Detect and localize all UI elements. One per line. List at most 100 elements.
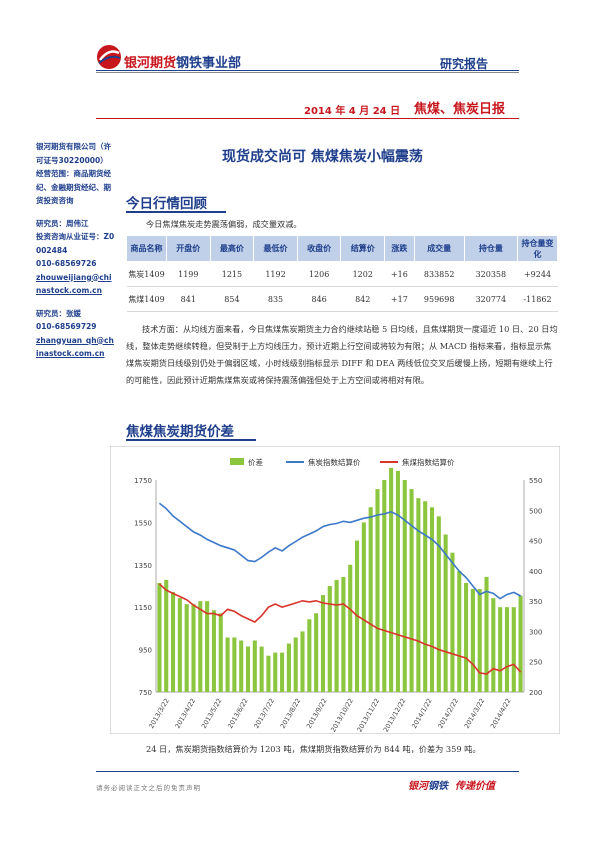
section-title-review: 今日行情回顾 [126, 196, 207, 212]
table-cell: 959698 [414, 286, 465, 312]
table-cell: 1206 [297, 261, 341, 287]
spread-bar [361, 522, 366, 692]
legend-swatch [230, 458, 244, 465]
spread-bar [457, 570, 462, 692]
table-cell: 焦煤1409 [126, 286, 167, 312]
sidebar-cert-1: 投资咨询从业证号：Z0002484 [36, 232, 115, 255]
table-header-cell: 商品名称 [126, 235, 167, 262]
company-name: 银河期货钢铁事业部 [124, 52, 241, 71]
spread-bar [491, 598, 496, 692]
legend-label: 价差 [248, 457, 263, 467]
spread-bar [423, 501, 428, 692]
spread-bar [409, 489, 414, 692]
left-axis-tick-label: 1150 [134, 604, 152, 612]
chart-axes: 1750 1550 1350 1150 950 750 550 500 450 400 350 300… [134, 477, 542, 697]
spread-bar [218, 613, 223, 692]
spread-bar [232, 637, 237, 692]
report-name: 焦煤、焦炭日报 [414, 102, 506, 117]
spread-bar [252, 640, 257, 692]
spread-bar [191, 604, 196, 692]
table-cell: 1199 [166, 261, 211, 287]
table-cell: 1215 [210, 261, 254, 287]
coal-price-line [158, 583, 522, 675]
right-axis-tick-label: 350 [529, 598, 542, 606]
sidebar-analyst-1: 研究员：周伟江 [36, 218, 89, 228]
spread-chart: 价差 焦炭指数结算价 焦煤指数结算价 1750 1550 1350 1150 950 750 5… [110, 446, 560, 734]
sidebar-email-1[interactable]: zhouweijiang@chinastock.com.cn [36, 272, 112, 296]
table-header-cell: 持仓量 [463, 235, 519, 262]
right-axis-tick-label: 200 [529, 689, 542, 697]
table-row: 焦煤1409 841 854 835 846 842 +17 959698 32… [126, 286, 558, 312]
chart-legend: 价差 焦炭指数结算价 焦煤指数结算价 [230, 457, 455, 467]
right-axis-tick-label: 550 [529, 477, 542, 485]
slogan-blue: 钢铁 [428, 781, 448, 792]
table-cell: 842 [340, 286, 385, 312]
spread-bar [504, 607, 510, 692]
spread-bar [429, 507, 435, 692]
spread-bar [280, 652, 285, 692]
table-cell: +9244 [517, 261, 558, 287]
spread-bar [164, 579, 169, 692]
spread-bar [327, 586, 332, 692]
right-axis-tick-label: 400 [529, 568, 542, 576]
table-cell: 854 [210, 286, 254, 312]
sidebar-company: 银河期货有限公司（许可证号30220000） [36, 142, 111, 165]
sidebar-email-2[interactable]: zhangyuan_qh@chinastock.com.cn [36, 335, 114, 359]
right-axis-tick-label: 450 [529, 538, 542, 546]
spread-bar [395, 470, 400, 692]
header-divider-thin [96, 72, 519, 73]
table-cell: 320358 [464, 261, 518, 287]
table-cell: -11862 [517, 286, 558, 312]
slogan-red: 银河 [408, 781, 428, 792]
coke-price-line [158, 502, 521, 600]
table-cell: 846 [297, 286, 341, 312]
spread-bar [470, 589, 475, 692]
company-name-blue: 钢铁事业部 [176, 56, 242, 71]
spread-bar [443, 534, 448, 692]
left-axis-tick-label: 1350 [134, 562, 152, 570]
table-row: 焦炭1409 1199 1215 1192 1206 1202 +16 8338… [126, 261, 558, 287]
right-axis-tick-label: 500 [529, 507, 542, 515]
technical-analysis-text: 技术方面：从均线方面来看，今日焦煤焦炭期货主力合约继续站稳 5 日均线，且焦煤期… [126, 324, 558, 385]
left-axis-tick-label: 750 [139, 689, 152, 697]
spread-bar [511, 607, 516, 692]
spread-bar [389, 467, 394, 692]
table-cell: 320774 [464, 286, 518, 312]
slogan-rest: 传递价值 [454, 781, 495, 792]
spread-bar [464, 582, 469, 692]
table-cell: +17 [384, 286, 415, 312]
table-header-cell: 收盘价 [296, 235, 342, 262]
sidebar-analyst-2: 研究员：张媛 [36, 308, 81, 318]
sidebar: 银河期货有限公司（许可证号30220000） 经营范围：商品期货经纪、金融期货经… [36, 140, 116, 361]
sidebar-phone-2: 010-68569729 [36, 322, 97, 331]
table-header-cell: 最高价 [209, 235, 255, 262]
spread-bar [341, 576, 346, 692]
spread-bar [266, 655, 271, 692]
spread-bar [293, 637, 298, 692]
report-type: 研究报告 [440, 57, 489, 71]
company-name-red: 银河期货 [124, 56, 177, 71]
spread-bar [334, 579, 339, 692]
galaxy-logo-icon [97, 45, 121, 69]
spread-bar [286, 643, 291, 692]
section-underline [126, 439, 256, 441]
footer-slogan: 银河钢铁 传递价值 [408, 777, 495, 792]
spread-bar [177, 598, 182, 692]
spread-bar [170, 592, 176, 692]
date-divider [96, 118, 519, 119]
table-header-cell: 涨跌 [384, 235, 415, 262]
spread-bar [273, 652, 278, 692]
left-axis-tick-label: 1550 [134, 519, 152, 527]
legend-label: 焦煤指数结算价 [402, 457, 455, 467]
intro-text: 今日焦煤焦炭走势震荡偏弱，成交量双减。 [146, 219, 302, 229]
table-header-cell: 结算价 [340, 235, 386, 262]
spread-bar [436, 516, 441, 692]
spread-bar [368, 507, 373, 692]
spread-bar [498, 607, 503, 692]
sidebar-scope: 经营范围：商品期货经纪、金融期货经纪、期货投资咨询 [36, 169, 111, 205]
header-divider [96, 70, 519, 71]
spread-bar [300, 631, 305, 692]
spread-bar [450, 552, 455, 692]
spread-bar [402, 480, 407, 692]
table-cell: 1192 [253, 261, 298, 287]
